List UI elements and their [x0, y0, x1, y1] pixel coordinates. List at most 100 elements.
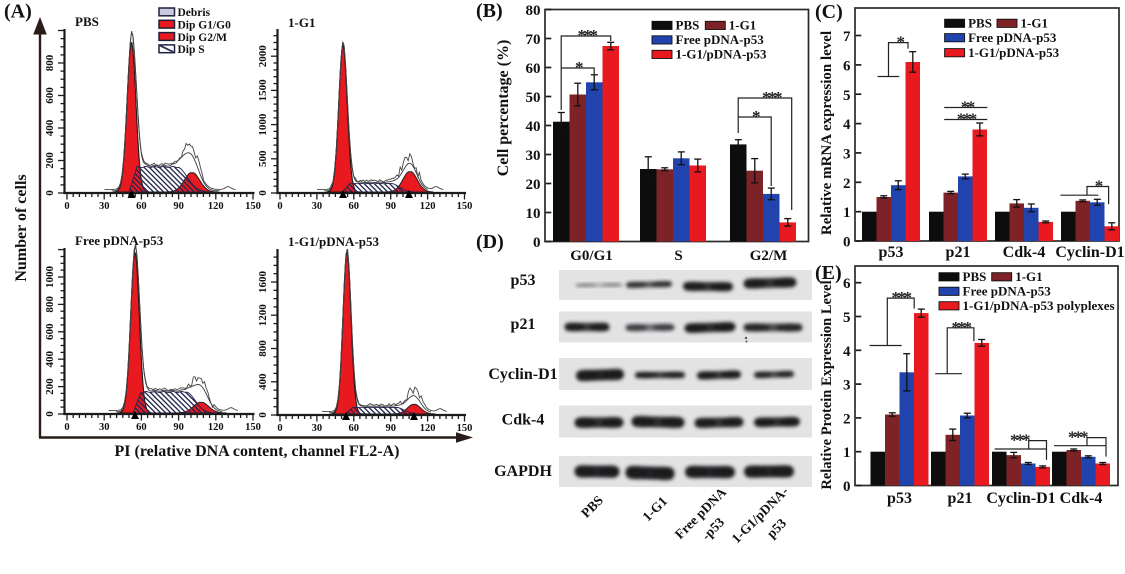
svg-text:600: 600 — [44, 323, 56, 340]
svg-text:p53: p53 — [887, 490, 912, 507]
svg-text:***: *** — [1068, 428, 1088, 447]
svg-text:p21: p21 — [948, 490, 973, 507]
svg-text:Cdk-4: Cdk-4 — [502, 412, 545, 429]
svg-text:30: 30 — [99, 201, 110, 212]
svg-text:90: 90 — [173, 422, 184, 433]
svg-text:Free pDNA-p53: Free pDNA-p53 — [676, 32, 765, 47]
svg-text:PBS: PBS — [963, 269, 987, 284]
svg-text:0: 0 — [843, 235, 851, 251]
svg-text:S: S — [674, 248, 682, 264]
svg-text:90: 90 — [385, 423, 396, 434]
svg-text:120: 120 — [208, 201, 224, 212]
svg-text:Cdk-4: Cdk-4 — [1060, 490, 1103, 507]
svg-text:2000: 2000 — [257, 45, 269, 67]
svg-text:PI (relative DNA content, chan: PI (relative DNA content, channel FL2-A) — [115, 443, 400, 460]
svg-text:0: 0 — [277, 201, 282, 212]
svg-text:***: *** — [1010, 431, 1030, 450]
svg-text:0: 0 — [64, 201, 69, 212]
svg-text:0: 0 — [257, 412, 269, 418]
svg-text:6: 6 — [843, 276, 851, 292]
svg-text:1: 1 — [843, 445, 851, 461]
svg-text:Relative Protein Expression Le: Relative Protein Expression Level — [819, 280, 835, 489]
svg-text:0: 0 — [843, 479, 851, 495]
svg-text:80: 80 — [526, 3, 541, 19]
svg-text:120: 120 — [208, 422, 224, 433]
svg-text:Debris: Debris — [178, 7, 211, 19]
svg-text:400: 400 — [257, 373, 269, 390]
svg-text:20: 20 — [526, 177, 541, 193]
svg-text:60: 60 — [136, 201, 147, 212]
svg-text:90: 90 — [385, 201, 396, 212]
svg-text:0: 0 — [533, 235, 541, 251]
svg-text:GAPDH: GAPDH — [494, 463, 552, 480]
svg-text:(A): (A) — [4, 1, 32, 23]
svg-text:Free pDNA-p53: Free pDNA-p53 — [968, 30, 1057, 45]
svg-text:Cyclin-D1: Cyclin-D1 — [1055, 244, 1124, 261]
svg-text:***: *** — [957, 110, 977, 129]
svg-text:60: 60 — [526, 61, 541, 77]
svg-text:200: 200 — [44, 378, 56, 395]
svg-text:***: *** — [892, 288, 912, 307]
svg-text:4: 4 — [843, 117, 851, 133]
svg-text:*: * — [575, 58, 583, 77]
svg-text:Cyclin-D1: Cyclin-D1 — [986, 490, 1055, 507]
svg-text:1-G1/pDNA-p53: 1-G1/pDNA-p53 — [968, 45, 1060, 60]
svg-text:5: 5 — [843, 88, 851, 104]
svg-text:800: 800 — [44, 54, 56, 71]
svg-text:*: * — [897, 33, 905, 52]
svg-text:10: 10 — [526, 206, 541, 222]
svg-text:0: 0 — [64, 422, 69, 433]
svg-text:150: 150 — [245, 422, 261, 433]
svg-text:Free pDNA-p53: Free pDNA-p53 — [75, 233, 164, 248]
svg-text:150: 150 — [245, 201, 261, 212]
svg-text:Free pDNA-p53: Free pDNA-p53 — [963, 284, 1052, 299]
svg-text:p21: p21 — [511, 316, 536, 333]
svg-text:(E): (E) — [815, 262, 842, 284]
svg-text:3: 3 — [843, 378, 851, 394]
svg-text:800: 800 — [257, 340, 269, 357]
svg-text:***: *** — [952, 318, 972, 337]
svg-text:120: 120 — [420, 423, 436, 434]
svg-text:Dip S: Dip S — [178, 44, 205, 56]
svg-text:G2/M: G2/M — [750, 248, 788, 264]
svg-text:PBS: PBS — [968, 16, 992, 31]
svg-text:0: 0 — [44, 411, 56, 417]
svg-text:60: 60 — [136, 422, 147, 433]
svg-text:PBS: PBS — [676, 18, 700, 33]
svg-text:Cell percentage (%): Cell percentage (%) — [495, 40, 512, 177]
svg-text:*: * — [1095, 177, 1103, 196]
svg-text:1-G1: 1-G1 — [729, 18, 756, 33]
svg-text:60: 60 — [349, 201, 360, 212]
svg-text:1-G1/pDNA-p53 polyplexes: 1-G1/pDNA-p53 polyplexes — [963, 298, 1115, 313]
svg-text:70: 70 — [526, 32, 541, 48]
svg-text:120: 120 — [420, 201, 436, 212]
svg-text:500: 500 — [257, 150, 269, 167]
svg-text:(B): (B) — [476, 0, 503, 22]
svg-text:p53: p53 — [511, 272, 536, 289]
svg-text:1-G1: 1-G1 — [288, 15, 315, 30]
svg-text:0: 0 — [44, 190, 56, 196]
svg-text:1600: 1600 — [257, 271, 269, 294]
svg-text:(C): (C) — [815, 1, 843, 23]
svg-text:PBS: PBS — [75, 14, 99, 29]
svg-text:2: 2 — [843, 411, 851, 427]
svg-text:Dip G2/M: Dip G2/M — [178, 32, 228, 44]
svg-text:30: 30 — [312, 201, 323, 212]
svg-text:7: 7 — [843, 29, 851, 45]
svg-text:150: 150 — [457, 201, 473, 212]
svg-text:1200: 1200 — [257, 304, 269, 327]
svg-text:30: 30 — [99, 422, 110, 433]
svg-text:***: *** — [578, 26, 598, 45]
svg-text:1-G1/pDNA-p53: 1-G1/pDNA-p53 — [676, 47, 768, 62]
svg-text:1-G1/pDNA-p53: 1-G1/pDNA-p53 — [288, 234, 380, 249]
svg-text:0: 0 — [277, 423, 282, 434]
svg-text:600: 600 — [44, 87, 56, 104]
svg-text:G0/G1: G0/G1 — [570, 248, 613, 264]
svg-text:6: 6 — [843, 58, 851, 74]
svg-text:3: 3 — [843, 146, 851, 162]
svg-text:1500: 1500 — [257, 79, 269, 102]
svg-text:200: 200 — [44, 152, 56, 169]
svg-text:p21: p21 — [946, 244, 971, 261]
svg-text:1: 1 — [843, 205, 851, 221]
svg-text:0: 0 — [257, 190, 269, 196]
